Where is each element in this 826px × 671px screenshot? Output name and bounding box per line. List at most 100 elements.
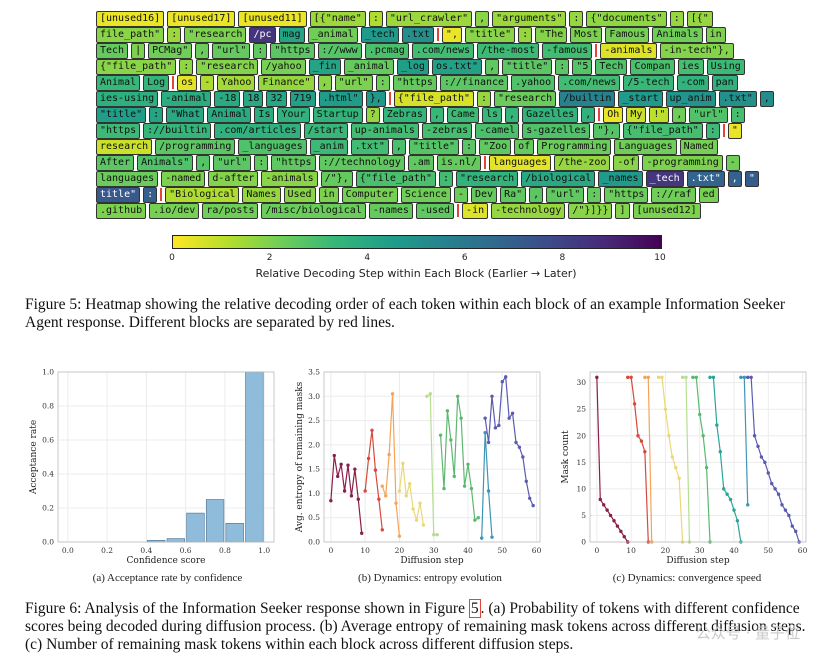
data-point bbox=[739, 375, 743, 380]
token: /pc bbox=[249, 27, 276, 43]
token: : bbox=[730, 107, 745, 123]
data-point bbox=[759, 455, 764, 459]
data-point bbox=[670, 455, 674, 459]
plot-frame bbox=[323, 371, 541, 543]
token: }, bbox=[365, 91, 386, 107]
token: PCMag" bbox=[148, 43, 193, 59]
token: "url" bbox=[334, 75, 373, 91]
token: ? bbox=[365, 107, 380, 123]
token-line: "title": "What Animal Is Your Startup? Zebras,… bbox=[96, 106, 745, 123]
data-point bbox=[380, 484, 384, 488]
data-point bbox=[615, 524, 620, 528]
token: _names bbox=[598, 171, 643, 187]
token: 18 bbox=[243, 91, 264, 107]
token: | bbox=[131, 43, 146, 59]
data-point bbox=[694, 375, 698, 380]
subcaption-b: (b) Dynamics: entropy evolution bbox=[358, 572, 502, 584]
block-separator bbox=[172, 75, 175, 89]
token: [{" bbox=[686, 11, 713, 27]
token: Finance" bbox=[258, 75, 315, 91]
token: : bbox=[253, 43, 268, 59]
token: "url" bbox=[212, 43, 251, 59]
block-separator bbox=[388, 91, 391, 105]
token: Zebras bbox=[382, 107, 427, 123]
data-point bbox=[466, 462, 470, 466]
token: "Biological bbox=[165, 187, 240, 203]
data-point bbox=[660, 375, 664, 380]
token: _tech bbox=[645, 171, 684, 187]
token: Dev bbox=[471, 187, 498, 203]
data-point bbox=[691, 375, 695, 380]
data-point bbox=[752, 434, 757, 438]
data-point bbox=[722, 487, 726, 491]
token: /"}]}} bbox=[568, 203, 613, 219]
token: "}, bbox=[593, 123, 620, 139]
data-point bbox=[370, 428, 374, 432]
token: _start bbox=[618, 91, 663, 107]
token: , bbox=[196, 155, 211, 171]
data-point bbox=[480, 536, 484, 540]
data-point bbox=[490, 394, 494, 398]
data-point bbox=[504, 375, 508, 379]
token: Animal bbox=[207, 107, 252, 123]
data-point bbox=[449, 438, 453, 442]
y-tick-label: 2.5 bbox=[308, 416, 320, 425]
token: -technology bbox=[491, 203, 566, 219]
token: [unused11] bbox=[238, 11, 307, 27]
data-point bbox=[756, 444, 760, 449]
series-line bbox=[481, 432, 493, 539]
data-point bbox=[445, 409, 450, 413]
token: -zebras bbox=[421, 123, 473, 139]
y-tick-label: 15 bbox=[576, 458, 586, 467]
data-point bbox=[595, 375, 599, 380]
data-point bbox=[521, 455, 525, 459]
acceptance-rate-chart: 0.0 0.2 0.4 0.6 0.8 1.0 0.0 0.2 0.4 0.6 0.8 1.0 Conf… bbox=[29, 368, 275, 566]
x-axis-label: Diffusion step bbox=[400, 556, 463, 566]
data-point bbox=[667, 434, 671, 438]
token: "title" bbox=[464, 27, 516, 43]
x-tick-label: 60 bbox=[798, 546, 808, 555]
figure5-reference-link[interactable]: 5 bbox=[468, 599, 481, 618]
data-point bbox=[643, 375, 647, 380]
data-point bbox=[425, 394, 429, 398]
token-line: [unused16] [unused17] [unused11] [{"name": "… bbox=[96, 10, 736, 27]
data-point bbox=[390, 392, 395, 396]
y-tick-label: 0.4 bbox=[42, 470, 54, 479]
token: ", bbox=[441, 27, 462, 43]
data-point bbox=[780, 503, 784, 507]
data-point bbox=[790, 524, 794, 528]
token: : bbox=[462, 139, 477, 155]
x-tick-label: 20 bbox=[395, 546, 405, 555]
token: in bbox=[318, 187, 339, 203]
data-point bbox=[728, 497, 733, 502]
data-point bbox=[701, 434, 705, 438]
block-separator bbox=[457, 203, 460, 217]
token: : bbox=[476, 91, 492, 107]
block-separator bbox=[484, 155, 487, 169]
data-point bbox=[517, 445, 522, 449]
token: -camel bbox=[475, 123, 520, 139]
data-point bbox=[766, 471, 770, 475]
token: "Zoo bbox=[479, 139, 512, 155]
data-point bbox=[794, 529, 798, 534]
token: /programming bbox=[155, 139, 236, 155]
data-point bbox=[401, 461, 405, 466]
token: _log bbox=[396, 59, 429, 75]
token: [unused12] bbox=[632, 203, 701, 219]
data-point bbox=[663, 407, 668, 411]
data-point bbox=[715, 423, 719, 427]
token: os bbox=[177, 75, 198, 91]
token: Animals" bbox=[137, 155, 194, 171]
y-tick-label: 1.5 bbox=[308, 465, 320, 474]
x-tick-label: 50 bbox=[498, 546, 508, 555]
token: /the-most bbox=[476, 43, 540, 59]
data-point bbox=[646, 375, 650, 380]
data-point bbox=[421, 523, 426, 527]
token: [unused17] bbox=[167, 11, 236, 27]
data-point bbox=[373, 468, 378, 472]
token: -used bbox=[415, 203, 455, 219]
series-line bbox=[644, 376, 653, 543]
token: , bbox=[727, 171, 742, 187]
token: Startup bbox=[312, 107, 363, 123]
data-point bbox=[507, 416, 511, 420]
